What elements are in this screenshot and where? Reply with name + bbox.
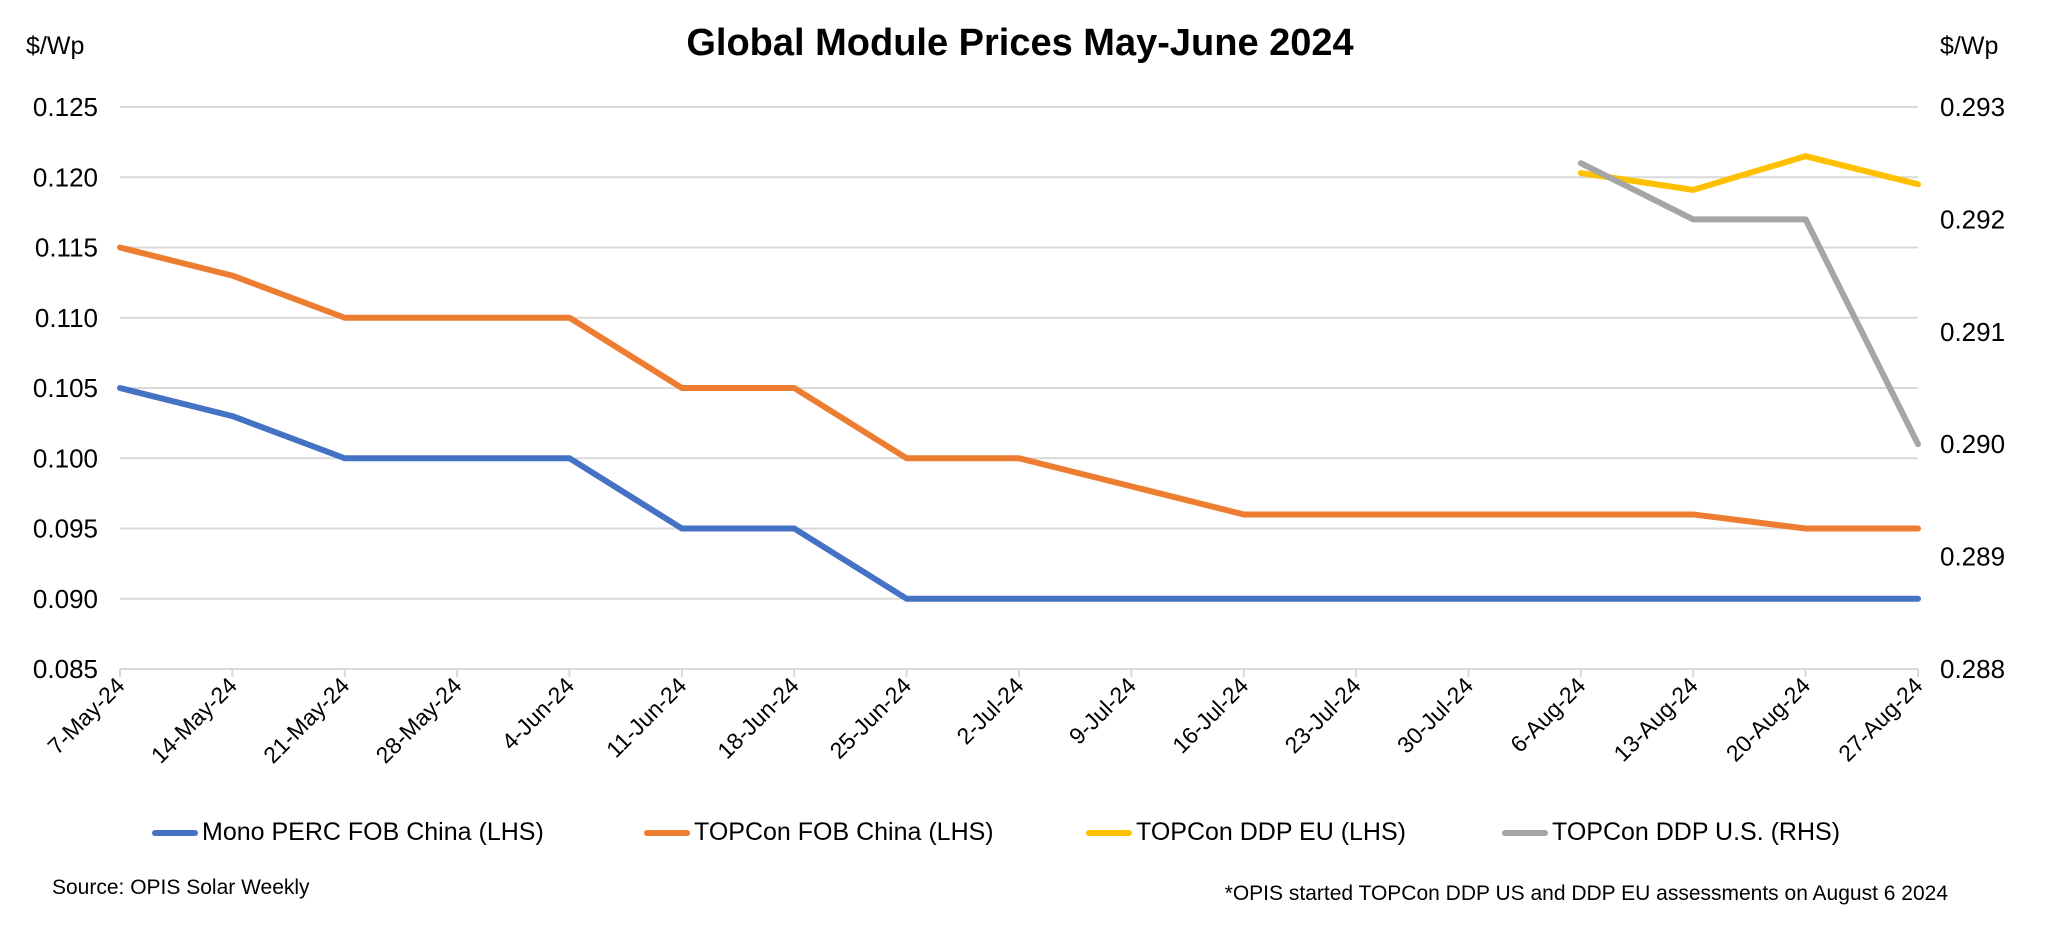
legend-label: Mono PERC FOB China (LHS)	[202, 818, 544, 846]
legend-swatch	[1502, 829, 1548, 836]
x-tick-label: 20-Aug-24	[1721, 672, 1815, 766]
legend-swatch	[152, 829, 198, 836]
legend: Mono PERC FOB China (LHS) TOPCon FOB Chi…	[0, 818, 2048, 858]
legend-item-topcon-us: TOPCon DDP U.S. (RHS)	[1502, 818, 1840, 847]
x-tick-label: 7-May-24	[42, 672, 129, 759]
x-tick-label: 23-Jul-24	[1279, 672, 1365, 758]
x-tick-label: 11-Jun-24	[601, 672, 692, 763]
legend-swatch	[1086, 829, 1132, 836]
y-left-tick-label: 0.125	[33, 92, 98, 122]
y-right-tick-label: 0.290	[1940, 429, 2005, 459]
x-tick-label: 13-Aug-24	[1608, 672, 1702, 766]
x-tick-label: 14-May-24	[146, 672, 242, 768]
series-line-2	[1577, 153, 1921, 193]
legend-item-topcon-eu: TOPCon DDP EU (LHS)	[1086, 818, 1406, 847]
y-right-tick-label: 0.292	[1940, 204, 2005, 234]
y-left-tick-label: 0.110	[35, 303, 98, 333]
x-tick-label: 2-Jul-24	[951, 672, 1028, 749]
x-tick-label: 6-Aug-24	[1505, 672, 1590, 757]
y-left-tick-label: 0.100	[33, 443, 98, 473]
legend-item-topcon-fob: TOPCon FOB China (LHS)	[644, 818, 994, 847]
footnote: *OPIS started TOPCon DDP US and DDP EU a…	[1224, 882, 1948, 905]
legend-label: TOPCon DDP EU (LHS)	[1136, 818, 1406, 846]
y-right-tick-label: 0.289	[1940, 542, 2005, 572]
y-right-tick-label: 0.288	[1940, 654, 2005, 684]
series-line-0	[117, 385, 1921, 602]
left-axis-unit: $/Wp	[26, 32, 85, 60]
y-left-tick-label: 0.095	[33, 514, 98, 544]
y-left-tick-label: 0.105	[33, 373, 98, 403]
x-tick-label: 4-Jun-24	[496, 672, 579, 755]
x-tick-label: 16-Jul-24	[1167, 672, 1253, 758]
legend-item-mono-perc: Mono PERC FOB China (LHS)	[152, 818, 544, 847]
legend-swatch	[644, 829, 690, 836]
right-axis-unit: $/Wp	[1940, 32, 1999, 60]
y-left-tick-label: 0.090	[33, 584, 98, 614]
x-tick-label: 18-Jun-24	[712, 672, 804, 764]
x-tick-label: 28-May-24	[371, 672, 467, 768]
x-tick-label: 21-May-24	[258, 672, 354, 768]
legend-label: TOPCon FOB China (LHS)	[694, 818, 994, 846]
x-tick-label: 27-Aug-24	[1833, 672, 1927, 766]
series-line-3	[1577, 160, 1921, 448]
y-left-tick-label: 0.115	[35, 233, 98, 263]
legend-label: TOPCon DDP U.S. (RHS)	[1552, 818, 1841, 846]
x-tick-label: 25-Jun-24	[825, 672, 917, 764]
source-note: Source: OPIS Solar Weekly	[52, 876, 310, 899]
x-tick-label: 9-Jul-24	[1064, 672, 1141, 749]
x-tick-label: 30-Jul-24	[1392, 672, 1478, 758]
y-left-tick-label: 0.085	[33, 654, 98, 684]
y-left-tick-label: 0.120	[33, 162, 98, 192]
y-right-tick-label: 0.293	[1940, 92, 2005, 122]
y-right-tick-label: 0.291	[1940, 317, 2005, 347]
chart-title: Global Module Prices May-June 2024	[686, 22, 1354, 64]
